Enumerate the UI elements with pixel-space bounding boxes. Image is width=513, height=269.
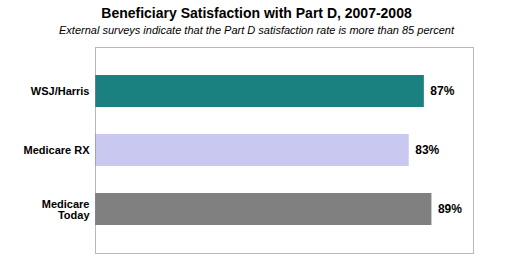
svg-text:89%: 89% — [438, 202, 462, 216]
html-text:Beneficiary Satisfaction with: Beneficiary Satisfaction with Part D, 20… — [101, 5, 412, 21]
svg-text:83%: 83% — [415, 143, 439, 157]
svg-text:WSJ/Harris: WSJ/Harris — [31, 85, 90, 97]
svg-text:MedicareToday: MedicareToday — [42, 198, 91, 221]
html-text:External surveys indicate that: External surveys indicate that the Part … — [59, 24, 454, 36]
svg-text:87%: 87% — [430, 84, 454, 98]
svg-text:Medicare RX: Medicare RX — [23, 144, 90, 156]
